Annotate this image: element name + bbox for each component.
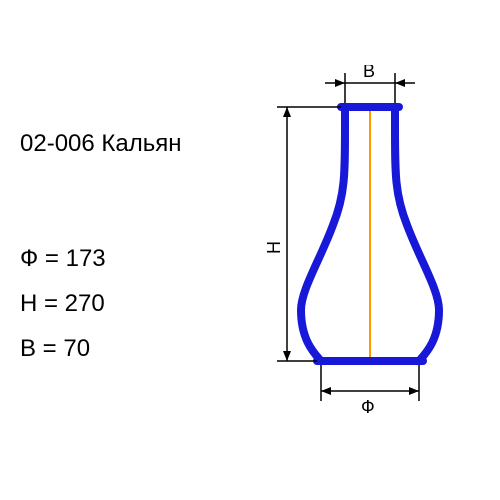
technical-diagram: B H Ф <box>255 65 480 420</box>
param-b: B = 70 <box>20 335 90 363</box>
param-phi: Ф = 173 <box>20 245 106 273</box>
dim-phi-label: Ф <box>361 397 375 417</box>
dimension-b: B <box>325 65 415 103</box>
dim-b-label: B <box>363 65 375 81</box>
dimension-phi: Ф <box>321 365 419 417</box>
diagram-svg: B H Ф <box>255 65 480 420</box>
product-title: 02-006 Кальян <box>20 130 181 158</box>
dim-h-label: H <box>264 241 284 254</box>
param-h: H = 270 <box>20 290 105 318</box>
